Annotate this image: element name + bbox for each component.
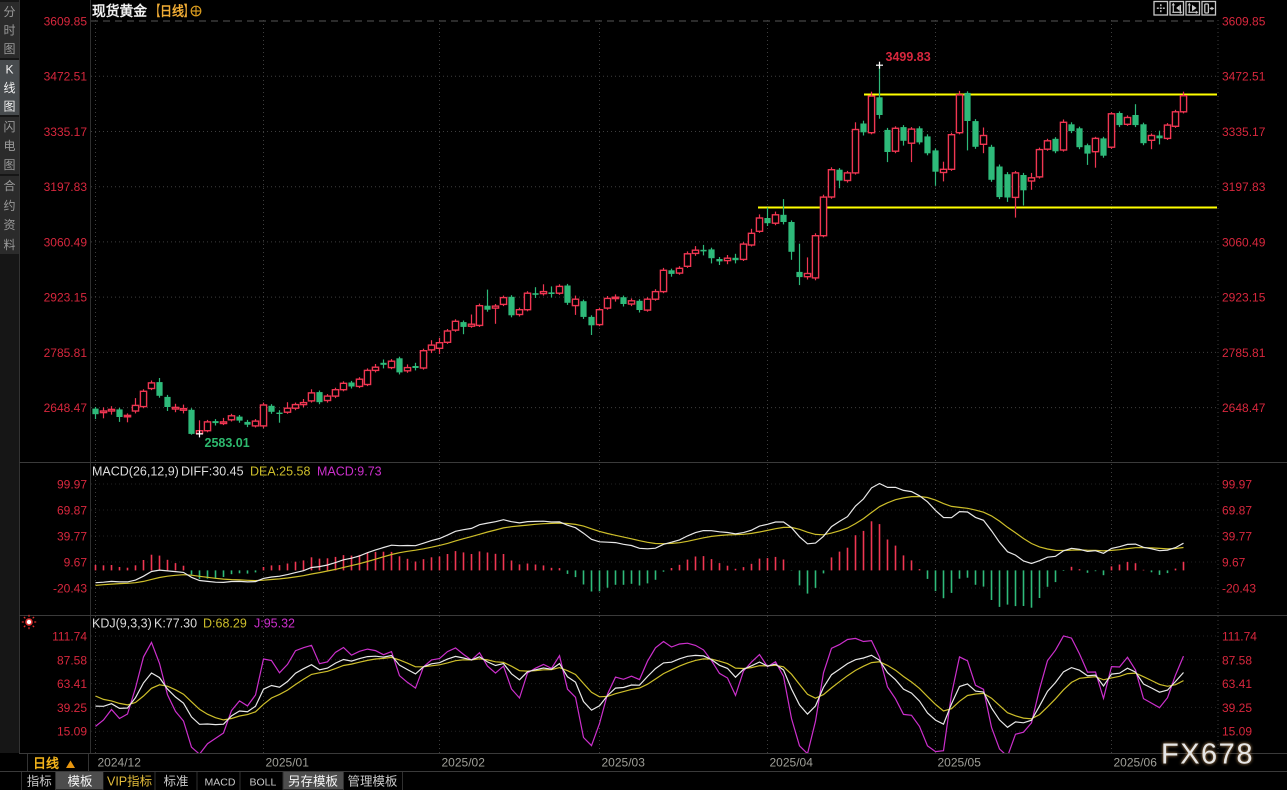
svg-text:87.58: 87.58 — [57, 653, 87, 667]
svg-text:闪: 闪 — [3, 120, 15, 134]
svg-text:3499.83: 3499.83 — [886, 50, 931, 64]
svg-text:日线: 日线 — [33, 756, 59, 771]
svg-text:时: 时 — [3, 24, 15, 38]
svg-text:料: 料 — [3, 238, 15, 252]
svg-text:2648.47: 2648.47 — [44, 401, 88, 415]
svg-text:2785.81: 2785.81 — [1222, 346, 1266, 360]
svg-text:39.77: 39.77 — [1222, 530, 1252, 544]
svg-text:模板: 模板 — [68, 775, 94, 789]
svg-text:99.97: 99.97 — [1222, 478, 1252, 492]
svg-text:3472.51: 3472.51 — [1222, 70, 1266, 84]
svg-text:图: 图 — [3, 99, 15, 113]
svg-text:3335.17: 3335.17 — [44, 125, 88, 139]
svg-text:VIP指标: VIP指标 — [107, 774, 152, 789]
svg-text:MACD(26,12,9): MACD(26,12,9) — [92, 465, 179, 479]
svg-text:J:95.32: J:95.32 — [254, 617, 295, 631]
svg-text:另存模板: 另存模板 — [288, 775, 339, 789]
svg-text:K: K — [5, 63, 13, 77]
svg-text:】: 】 — [184, 3, 192, 19]
svg-text:约: 约 — [3, 198, 15, 213]
svg-text:3060.49: 3060.49 — [1222, 235, 1266, 249]
svg-text:63.41: 63.41 — [57, 677, 87, 691]
svg-text:69.87: 69.87 — [57, 504, 87, 518]
svg-text:-20.43: -20.43 — [1222, 582, 1256, 596]
svg-text:3335.17: 3335.17 — [1222, 125, 1266, 139]
svg-text:3197.83: 3197.83 — [44, 180, 88, 194]
svg-text:2024/12: 2024/12 — [98, 756, 142, 770]
svg-text:【: 【 — [152, 3, 160, 19]
svg-text:2025/06: 2025/06 — [1114, 756, 1158, 770]
svg-text:39.25: 39.25 — [1222, 701, 1252, 715]
svg-text:D:68.29: D:68.29 — [203, 617, 247, 631]
svg-text:111.74: 111.74 — [1222, 630, 1257, 644]
svg-text:3197.83: 3197.83 — [1222, 180, 1266, 194]
svg-text:39.77: 39.77 — [57, 530, 87, 544]
svg-text:3609.85: 3609.85 — [44, 15, 88, 29]
svg-text:K:77.30: K:77.30 — [154, 617, 197, 631]
svg-text:指标: 指标 — [27, 774, 52, 789]
svg-text:DIFF:30.45: DIFF:30.45 — [181, 465, 244, 479]
svg-text:2025/02: 2025/02 — [442, 756, 486, 770]
svg-text:KDJ(9,3,3): KDJ(9,3,3) — [92, 617, 152, 631]
svg-text:9.67: 9.67 — [1222, 556, 1246, 570]
svg-text:15.09: 15.09 — [1222, 725, 1252, 739]
svg-text:63.41: 63.41 — [1222, 677, 1252, 691]
svg-text:3472.51: 3472.51 — [44, 70, 88, 84]
svg-text:现货黄金: 现货黄金 — [92, 3, 148, 19]
svg-text:资: 资 — [3, 218, 15, 232]
svg-text:15.09: 15.09 — [57, 725, 87, 739]
svg-text:线: 线 — [3, 81, 15, 95]
svg-text:DEA:25.58: DEA:25.58 — [250, 465, 311, 479]
svg-text:图: 图 — [3, 158, 15, 172]
svg-text:BOLL: BOLL — [250, 777, 277, 789]
svg-text:2025/03: 2025/03 — [602, 756, 646, 770]
svg-text:111.74: 111.74 — [52, 630, 87, 644]
svg-text:FX678: FX678 — [1161, 739, 1254, 771]
svg-text:2785.81: 2785.81 — [44, 346, 88, 360]
svg-text:69.87: 69.87 — [1222, 504, 1252, 518]
svg-text:标准: 标准 — [164, 775, 189, 789]
svg-text:合: 合 — [3, 178, 15, 193]
svg-text:MACD:9.73: MACD:9.73 — [317, 465, 382, 479]
svg-text:2025/01: 2025/01 — [266, 756, 310, 770]
svg-text:2583.01: 2583.01 — [205, 436, 250, 450]
svg-text:-20.43: -20.43 — [53, 582, 87, 596]
svg-text:9.67: 9.67 — [64, 556, 88, 570]
svg-text:2025/05: 2025/05 — [938, 756, 982, 770]
svg-text:电: 电 — [3, 139, 15, 153]
svg-text:管理模板: 管理模板 — [348, 774, 399, 789]
svg-text:2025/04: 2025/04 — [770, 756, 814, 770]
svg-text:2648.47: 2648.47 — [1222, 401, 1266, 415]
svg-text:2923.15: 2923.15 — [44, 291, 88, 305]
svg-text:2923.15: 2923.15 — [1222, 291, 1266, 305]
svg-text:39.25: 39.25 — [57, 701, 87, 715]
svg-text:99.97: 99.97 — [57, 478, 87, 492]
svg-text:FX678: FX678 — [1161, 739, 1254, 771]
svg-text:3609.85: 3609.85 — [1222, 15, 1266, 29]
svg-text:图: 图 — [3, 42, 15, 56]
svg-text:分: 分 — [3, 5, 15, 19]
svg-text:MACD: MACD — [205, 777, 236, 789]
svg-text:日线: 日线 — [160, 3, 184, 19]
svg-text:87.58: 87.58 — [1222, 653, 1252, 667]
svg-text:3060.49: 3060.49 — [44, 235, 88, 249]
